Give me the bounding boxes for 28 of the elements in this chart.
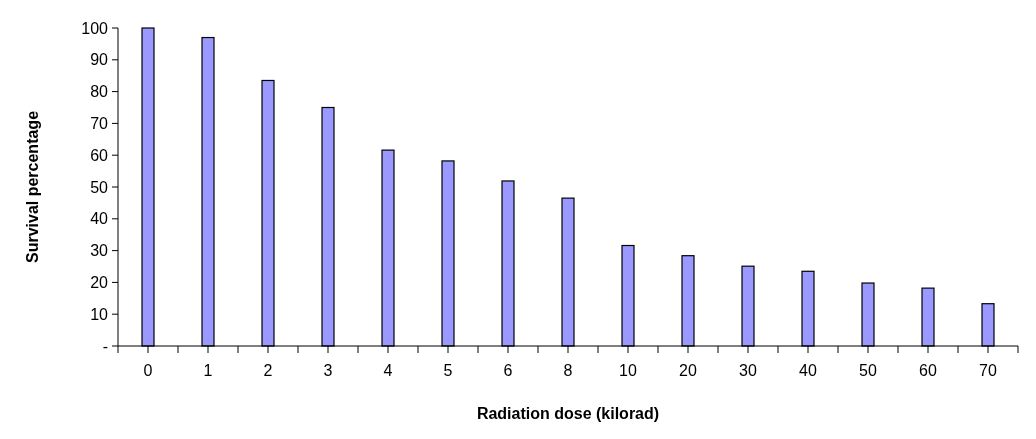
x-tick-label: 3 — [323, 362, 333, 379]
x-tick-label: 20 — [679, 362, 697, 379]
y-tick-label: 100 — [81, 19, 109, 37]
x-tick-label: 50 — [859, 362, 877, 379]
y-tick-label: 50 — [90, 178, 109, 196]
y-tick-label: 80 — [90, 83, 109, 101]
x-tick-label: 6 — [503, 362, 513, 379]
x-tick-label: 2 — [263, 362, 273, 379]
x-tick-label: 4 — [383, 362, 393, 379]
y-axis-title: Survival percentage — [24, 110, 41, 264]
x-tick-label: 70 — [979, 362, 997, 379]
x-tick-label: 60 — [919, 362, 937, 379]
y-tick-label: 30 — [90, 242, 109, 260]
x-tick-label: 30 — [739, 362, 757, 379]
x-axis-title: Radiation dose (kilorad) — [476, 405, 660, 422]
y-tick-label: 90 — [90, 51, 109, 69]
y-tick-label: 20 — [90, 274, 109, 291]
y-tick-label: 10 — [90, 305, 109, 323]
y-tick-label: 70 — [90, 115, 109, 132]
x-tick-label: 0 — [143, 362, 153, 379]
x-tick-label: 40 — [799, 362, 817, 379]
x-tick-label: 1 — [203, 362, 213, 379]
x-tick-label: 8 — [563, 362, 573, 379]
y-tick-label: 40 — [90, 210, 109, 228]
y-tick-label: - — [102, 337, 108, 355]
x-tick-label: 5 — [443, 362, 453, 379]
x-tick-label: 10 — [619, 362, 637, 379]
y-tick-label: 60 — [90, 146, 109, 164]
